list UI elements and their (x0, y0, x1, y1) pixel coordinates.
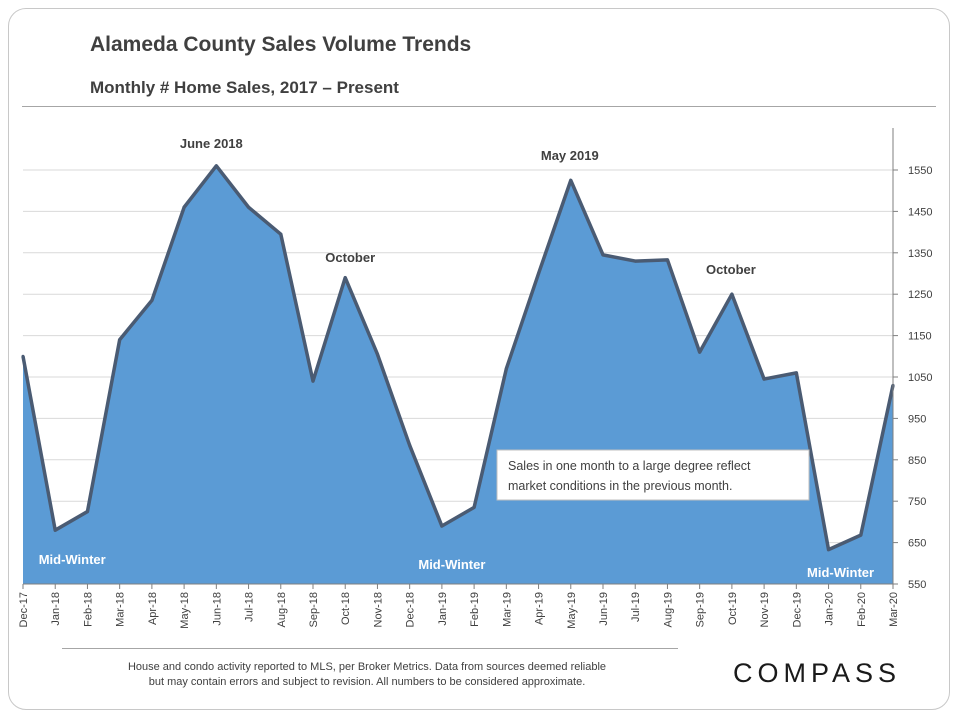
title-divider (22, 106, 936, 107)
slide-frame (8, 8, 950, 710)
data-point-Jun-19 (601, 253, 605, 257)
data-point-Feb-18 (85, 510, 89, 514)
chart-title: Alameda County Sales Volume Trends (90, 33, 472, 56)
callout-background (496, 449, 810, 501)
data-point-Aug-18 (279, 232, 283, 236)
x-tick-label: Oct-18 (340, 592, 352, 625)
data-point-Aug-19 (665, 258, 669, 262)
y-tick-label: 1250 (908, 289, 932, 301)
y-tick-label: 550 (908, 579, 926, 591)
annotation-label: Mid-Winter (807, 565, 874, 580)
y-tick-label: 1350 (908, 248, 932, 260)
y-tick-label: 850 (908, 455, 926, 467)
x-tick-label: Sep-18 (308, 592, 320, 627)
footnote-line-1: House and condo activity reported to MLS… (127, 661, 607, 673)
callout-box: Sales in one month to a large degree ref… (496, 449, 810, 501)
x-tick-label: Dec-19 (791, 592, 803, 627)
data-point-Dec-17 (21, 354, 25, 358)
y-tick-label: 1450 (908, 206, 932, 218)
data-point-Jan-20 (827, 548, 831, 552)
data-point-Feb-19 (472, 505, 476, 509)
x-tick-label: Sep-19 (695, 592, 707, 627)
annotation-label: October (706, 262, 756, 277)
x-tick-label: Jul-18 (244, 592, 256, 622)
data-point-Mar-19 (504, 367, 508, 371)
data-point-Jul-18 (247, 205, 251, 209)
y-tick-label: 1150 (908, 331, 932, 343)
x-tick-label: Dec-18 (405, 592, 417, 627)
footnote-divider (62, 648, 678, 649)
data-point-Dec-19 (794, 371, 798, 375)
x-tick-label: Jan-20 (824, 592, 836, 626)
data-point-Nov-18 (375, 352, 379, 356)
y-tick-label: 650 (908, 538, 926, 550)
compass-logo: COMPASS (733, 658, 902, 688)
annotation-label: Mid-Winter (418, 557, 485, 572)
x-tick-label: Jun-19 (598, 592, 610, 626)
x-tick-label: Dec-17 (18, 592, 30, 627)
y-tick-label: 1550 (908, 165, 932, 177)
x-tick-label: Mar-20 (888, 592, 900, 627)
x-tick-label: Aug-18 (276, 592, 288, 627)
x-tick-label: Jun-18 (211, 592, 223, 626)
x-tick-label: Aug-19 (662, 592, 674, 627)
data-point-Apr-19 (537, 272, 541, 275)
y-tick-label: 1050 (908, 372, 932, 384)
data-points (21, 164, 895, 552)
callout-line-1: Sales in one month to a large degree ref… (508, 459, 751, 473)
data-point-Oct-18 (343, 276, 347, 280)
x-tick-label: May-19 (566, 592, 578, 629)
data-point-Jan-19 (440, 524, 444, 528)
data-point-Sep-18 (311, 379, 315, 383)
x-tick-label: Nov-18 (372, 592, 384, 627)
x-tick-label: Mar-18 (115, 592, 127, 627)
annotation-label: June 2018 (180, 136, 243, 151)
x-tick-label: Feb-19 (469, 592, 481, 627)
data-point-Jun-18 (214, 164, 218, 168)
annotation-label: May 2019 (541, 148, 599, 163)
callout-line-2: market conditions in the previous month. (508, 479, 732, 493)
data-point-Oct-19 (730, 292, 734, 296)
data-point-May-18 (182, 205, 186, 209)
footnote-line-2: but may contain errors and subject to re… (148, 676, 586, 688)
y-tick-labels: 550 650 750 850 950 1050 1150 1250 1350 1450 1550 (893, 165, 932, 591)
data-point-Jul-19 (633, 259, 637, 263)
x-tick-label: Jan-19 (437, 592, 449, 626)
x-tick-label: Apr-18 (147, 592, 159, 625)
x-tick-label: Jan-18 (50, 592, 62, 626)
annotation-label: Mid-Winter (39, 552, 106, 567)
y-tick-label: 950 (908, 413, 926, 425)
x-tick-label: May-18 (179, 592, 191, 629)
x-tick-label: Apr-19 (534, 592, 546, 625)
x-tick-label: Nov-19 (759, 592, 771, 627)
data-point-Jan-18 (53, 528, 57, 532)
annotation-label: October (325, 250, 375, 265)
chart-subtitle: Monthly # Home Sales, 2017 – Present (90, 78, 399, 97)
y-tick-label: 750 (908, 496, 926, 508)
x-tick-label: Oct-19 (727, 592, 739, 625)
data-point-Nov-19 (762, 377, 766, 381)
x-tick-labels: Dec-17 Jan-18 Feb-18 Mar-18 Apr-18 May-18 Jun-… (18, 584, 900, 629)
data-point-Feb-20 (859, 533, 863, 537)
data-point-Mar-18 (118, 338, 122, 342)
data-point-May-19 (569, 178, 573, 182)
footnote: House and condo activity reported to MLS… (62, 660, 672, 690)
annotations: June 2018 October May 2019 October Mid-Winte… (39, 136, 874, 580)
x-tick-label: Mar-19 (501, 592, 513, 627)
area-line (21, 164, 895, 552)
x-tick-label: Feb-18 (82, 592, 94, 627)
x-tick-label: Feb-20 (856, 592, 868, 627)
data-point-Apr-18 (150, 298, 154, 302)
data-point-Dec-18 (408, 443, 412, 447)
data-point-Sep-19 (698, 350, 702, 354)
x-tick-label: Jul-19 (630, 592, 642, 622)
